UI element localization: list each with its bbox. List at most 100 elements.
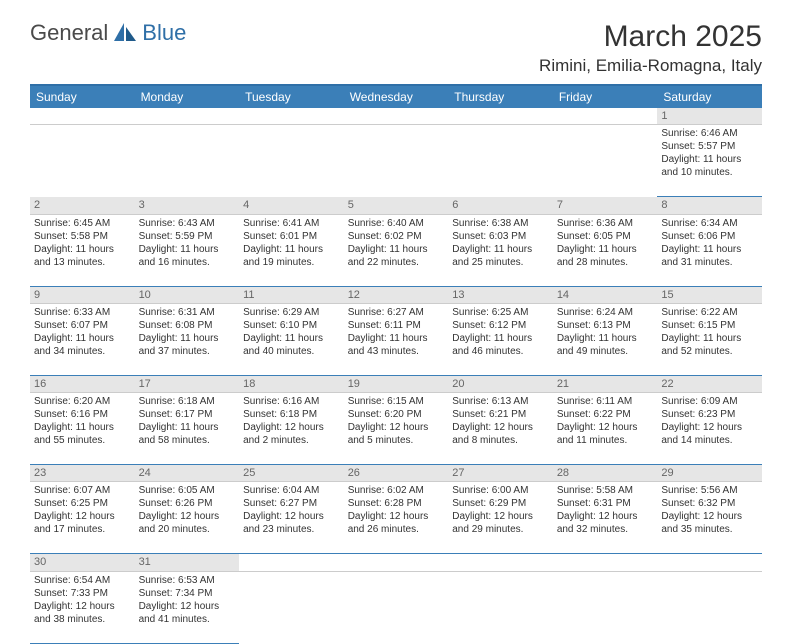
daylight-text: Daylight: 11 hours [243,243,340,256]
daylight-text: Daylight: 12 hours [348,510,445,523]
day-cell: Sunrise: 6:02 AMSunset: 6:28 PMDaylight:… [344,482,449,554]
daylight-text: and 14 minutes. [661,434,758,447]
sunrise-text: Sunrise: 6:24 AM [557,306,654,319]
day-number: 30 [30,554,135,571]
sunset-text: Sunset: 6:06 PM [661,230,758,243]
sunrise-text: Sunrise: 6:22 AM [661,306,758,319]
daylight-text: Daylight: 11 hours [557,332,654,345]
weekday-header: Tuesday [239,85,344,108]
daylight-text: and 52 minutes. [661,345,758,358]
day-number: 1 [657,108,762,125]
day-number [448,108,553,125]
daylight-text: Daylight: 12 hours [243,421,340,434]
day-number: 22 [657,375,762,392]
sunrise-text: Sunrise: 6:54 AM [34,574,131,587]
sunrise-text: Sunrise: 6:04 AM [243,484,340,497]
daylight-text: and 28 minutes. [557,256,654,269]
daylight-text: Daylight: 12 hours [661,421,758,434]
day-number-row: 1 [30,108,762,125]
day-number: 3 [135,197,240,214]
sunset-text: Sunset: 6:32 PM [661,497,758,510]
day-number: 6 [448,197,553,214]
daylight-text: Daylight: 11 hours [243,332,340,345]
daylight-text: and 34 minutes. [34,345,131,358]
sunset-text: Sunset: 5:58 PM [34,230,131,243]
day-cell: Sunrise: 6:00 AMSunset: 6:29 PMDaylight:… [448,482,553,554]
day-number: 14 [553,286,658,303]
logo-text-1: General [30,20,108,46]
sunrise-text: Sunrise: 6:02 AM [348,484,445,497]
sunrise-text: Sunrise: 6:25 AM [452,306,549,319]
sunset-text: Sunset: 6:13 PM [557,319,654,332]
sunset-text: Sunset: 7:34 PM [139,587,236,600]
sunrise-text: Sunrise: 6:45 AM [34,217,131,230]
daylight-text: Daylight: 12 hours [139,510,236,523]
day-number: 10 [135,286,240,303]
sunrise-text: Sunrise: 6:29 AM [243,306,340,319]
sunset-text: Sunset: 6:07 PM [34,319,131,332]
sunset-text: Sunset: 6:08 PM [139,319,236,332]
daylight-text: Daylight: 11 hours [34,421,131,434]
daylight-text: and 22 minutes. [348,256,445,269]
day-number: 24 [135,465,240,482]
day-cell: Sunrise: 6:16 AMSunset: 6:18 PMDaylight:… [239,393,344,465]
day-cell: Sunrise: 6:11 AMSunset: 6:22 PMDaylight:… [553,393,658,465]
day-cell [30,125,135,197]
daylight-text: Daylight: 11 hours [139,332,236,345]
day-number: 8 [657,197,762,214]
day-number-row: 9101112131415 [30,286,762,303]
day-cell: Sunrise: 6:53 AMSunset: 7:34 PMDaylight:… [135,571,240,643]
day-number: 9 [30,286,135,303]
sunrise-text: Sunrise: 6:05 AM [139,484,236,497]
day-number-row: 23242526272829 [30,465,762,482]
sunrise-text: Sunrise: 6:41 AM [243,217,340,230]
day-number: 16 [30,375,135,392]
daylight-text: and 11 minutes. [557,434,654,447]
day-cell [344,571,449,643]
sunset-text: Sunset: 6:01 PM [243,230,340,243]
daylight-text: and 25 minutes. [452,256,549,269]
day-number [657,554,762,571]
day-cell: Sunrise: 6:29 AMSunset: 6:10 PMDaylight:… [239,303,344,375]
logo: General Blue [30,20,186,46]
sunrise-text: Sunrise: 6:33 AM [34,306,131,319]
day-cell [448,125,553,197]
day-content-row: Sunrise: 6:33 AMSunset: 6:07 PM Daylight:… [30,303,762,375]
weekday-header: Friday [553,85,658,108]
day-cell: Sunrise: 6:31 AMSunset: 6:08 PMDaylight:… [135,303,240,375]
daylight-text: Daylight: 11 hours [348,243,445,256]
day-number [553,554,658,571]
daylight-text: and 20 minutes. [139,523,236,536]
day-cell: Sunrise: 6:33 AMSunset: 6:07 PMDaylight:… [30,303,135,375]
day-cell: Sunrise: 6:54 AMSunset: 7:33 PMDaylight:… [30,571,135,643]
day-cell: Sunrise: 6:36 AMSunset: 6:05 PMDaylight:… [553,214,658,286]
sunrise-text: Sunrise: 6:43 AM [139,217,236,230]
sunset-text: Sunset: 6:02 PM [348,230,445,243]
weekday-header-row: SundayMondayTuesdayWednesdayThursdayFrid… [30,85,762,108]
day-cell [657,571,762,643]
day-content-row: Sunrise: 6:07 AMSunset: 6:25 PMDaylight:… [30,482,762,554]
day-number: 2 [30,197,135,214]
sunset-text: Sunset: 6:22 PM [557,408,654,421]
daylight-text: and 40 minutes. [243,345,340,358]
day-cell [344,125,449,197]
day-number: 12 [344,286,449,303]
daylight-text: Daylight: 12 hours [661,510,758,523]
logo-text-2: Blue [142,20,186,46]
sunset-text: Sunset: 6:11 PM [348,319,445,332]
day-cell: Sunrise: 6:25 AMSunset: 6:12 PMDaylight:… [448,303,553,375]
sunset-text: Sunset: 6:21 PM [452,408,549,421]
sunset-text: Sunset: 6:16 PM [34,408,131,421]
sunrise-text: Sunrise: 6:00 AM [452,484,549,497]
daylight-text: Daylight: 11 hours [348,332,445,345]
daylight-text: Daylight: 11 hours [661,153,758,166]
day-number [553,108,658,125]
day-cell: Sunrise: 5:58 AMSunset: 6:31 PMDaylight:… [553,482,658,554]
daylight-text: and 10 minutes. [661,166,758,179]
daylight-text: and 58 minutes. [139,434,236,447]
sunrise-text: Sunrise: 6:31 AM [139,306,236,319]
day-cell: Sunrise: 6:09 AMSunset: 6:23 PMDaylight:… [657,393,762,465]
day-cell: Sunrise: 5:56 AMSunset: 6:32 PMDaylight:… [657,482,762,554]
daylight-text: and 43 minutes. [348,345,445,358]
day-cell: Sunrise: 6:45 AMSunset: 5:58 PMDaylight:… [30,214,135,286]
